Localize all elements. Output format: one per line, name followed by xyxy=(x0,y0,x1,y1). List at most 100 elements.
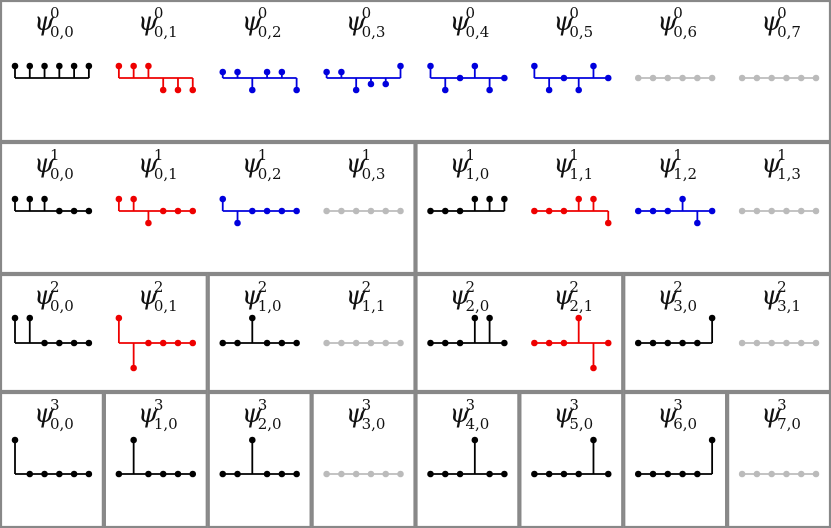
stem-plot: ψ00,7 xyxy=(738,4,820,82)
stem-dot xyxy=(738,74,746,82)
psi-subscript: 0,1 xyxy=(154,297,178,315)
psi-symbol: ψ xyxy=(553,149,574,179)
row-2: ψ20,0 ψ20,1 ψ21,0 ψ21,1 ψ22,0 ψ22,1 ψ23,0 ψ23,1 xyxy=(0,273,831,393)
stem-dot xyxy=(367,470,375,478)
stem-dot xyxy=(812,74,820,82)
stem-dot xyxy=(649,74,657,82)
stem-dot xyxy=(352,86,360,94)
stem-plot: ψ20,0 xyxy=(11,278,93,347)
stem-dot xyxy=(352,470,360,478)
panel-border xyxy=(623,273,831,393)
stem-dot xyxy=(189,339,197,347)
stem-dot xyxy=(604,219,612,227)
psi-symbol: ψ xyxy=(34,7,55,37)
psi-symbol: ψ xyxy=(34,149,55,179)
stem-dot xyxy=(753,470,761,478)
stem-dot xyxy=(70,339,78,347)
psi-symbol: ψ xyxy=(449,149,470,179)
stem-dot xyxy=(545,207,553,215)
stem-dot xyxy=(649,207,657,215)
psi-superscript: 0 xyxy=(362,4,372,22)
psi-superscript: 2 xyxy=(569,278,579,296)
stem-dot xyxy=(501,339,508,347)
stem-dot xyxy=(352,339,360,347)
psi-subscript: 1,3 xyxy=(777,165,801,183)
stem-dot xyxy=(768,74,775,82)
stem-dot xyxy=(249,207,256,215)
stem-dot xyxy=(797,470,805,478)
stem-dot xyxy=(753,207,761,215)
stem-plot: ψ11,0 xyxy=(427,146,508,215)
stem-plot: ψ23,0 xyxy=(634,278,716,347)
panel-border xyxy=(103,391,208,528)
stem-dot xyxy=(694,470,701,478)
stem-dot xyxy=(501,195,508,203)
stem-dot xyxy=(234,470,241,478)
stem-dot xyxy=(85,470,93,478)
stem-dot xyxy=(634,470,642,478)
stem-plot: ψ20,1 xyxy=(115,278,197,372)
stem-dot xyxy=(590,62,597,70)
panel-3-6: ψ36,0 xyxy=(623,391,728,528)
stem-plot: ψ00,2 xyxy=(219,4,300,94)
stem-dot xyxy=(783,470,790,478)
stem-dot xyxy=(531,62,538,70)
panel-border xyxy=(727,391,831,528)
psi-subscript: 2,1 xyxy=(569,297,593,315)
psi-superscript: 1 xyxy=(465,146,475,164)
psi-superscript: 1 xyxy=(673,146,683,164)
stem-dot xyxy=(293,86,300,94)
stem-dot xyxy=(56,62,63,70)
stem-dot xyxy=(11,436,19,444)
stem-dot xyxy=(249,314,256,322)
panel-border xyxy=(519,391,624,528)
stem-dot xyxy=(694,219,701,227)
stem-dot xyxy=(634,339,642,347)
stem-plot: ψ00,1 xyxy=(115,4,197,94)
stem-dot xyxy=(531,339,538,347)
stem-dot xyxy=(531,470,538,478)
psi-symbol: ψ xyxy=(346,399,367,429)
panel-3-0: ψ30,0 xyxy=(0,391,104,528)
stem-plot: ψ32,0 xyxy=(219,396,300,478)
stem-dot xyxy=(545,339,553,347)
psi-symbol: ψ xyxy=(657,149,678,179)
panel-3-4: ψ34,0 xyxy=(415,391,520,528)
psi-subscript: 1,2 xyxy=(673,165,697,183)
stem-dot xyxy=(441,470,449,478)
psi-symbol: ψ xyxy=(553,399,574,429)
psi-superscript: 2 xyxy=(362,278,372,296)
psi-superscript: 1 xyxy=(569,146,579,164)
stem-dot xyxy=(11,314,19,322)
psi-subscript: 4,0 xyxy=(465,415,489,433)
psi-symbol: ψ xyxy=(346,7,367,37)
psi-subscript: 0,4 xyxy=(465,23,489,41)
psi-subscript: 0,0 xyxy=(50,297,74,315)
stem-dot xyxy=(501,470,508,478)
psi-superscript: 3 xyxy=(465,396,475,414)
stem-dot xyxy=(679,339,686,347)
stem-dot xyxy=(427,62,434,70)
stem-dot xyxy=(679,74,686,82)
stem-dot xyxy=(130,364,137,372)
stem-dot xyxy=(159,86,167,94)
psi-symbol: ψ xyxy=(449,7,470,37)
psi-symbol: ψ xyxy=(242,7,263,37)
stem-dot xyxy=(427,207,434,215)
psi-subscript: 0,7 xyxy=(777,23,801,41)
psi-superscript: 0 xyxy=(673,4,683,22)
psi-subscript: 1,1 xyxy=(569,165,593,183)
psi-superscript: 1 xyxy=(50,146,60,164)
stem-dot xyxy=(679,195,686,203)
stem-dot xyxy=(56,470,63,478)
row-1: ψ10,0 ψ10,1 ψ10,2 ψ10,3 ψ11,0 ψ11,1 ψ11,2 ψ11,3 xyxy=(0,141,831,275)
psi-subscript: 1,0 xyxy=(465,165,489,183)
psi-subscript: 0,3 xyxy=(362,23,386,41)
stem-dot xyxy=(293,207,300,215)
stem-plot: ψ10,2 xyxy=(219,146,300,227)
psi-superscript: 2 xyxy=(777,278,787,296)
stem-dot xyxy=(456,74,464,82)
stem-dot xyxy=(797,207,805,215)
psi-subscript: 0,0 xyxy=(50,23,74,41)
stem-dot xyxy=(708,436,716,444)
